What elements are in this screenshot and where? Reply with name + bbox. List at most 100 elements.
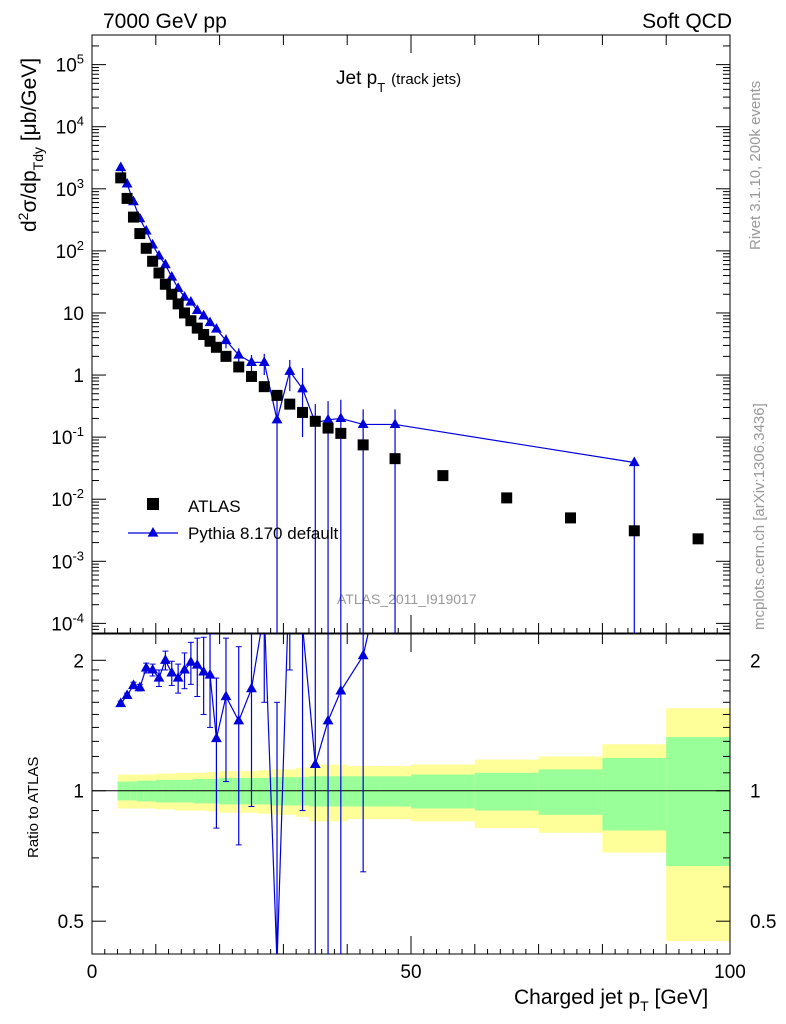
tick-exponent: 3 (77, 176, 84, 191)
header-left: 7000 GeV pp (103, 10, 227, 33)
legend-pythia-marker (147, 527, 159, 537)
tick-base: 10 (56, 118, 77, 139)
ratio-pythia-marker (147, 663, 159, 674)
ratio-pythia-marker (246, 682, 257, 693)
ratio-pythia-marker (191, 659, 203, 669)
tick-exponent: 4 (77, 114, 84, 129)
atlas-marker (297, 406, 309, 418)
atlas-marker (159, 278, 171, 290)
main-y-tick-label: 102 (56, 238, 84, 263)
tick-base: 10 (51, 428, 72, 449)
ratio-y-tick-label: 0.5 (58, 912, 84, 933)
ratio-pythia-marker (357, 649, 369, 660)
atlas-marker (309, 415, 321, 427)
atlas-marker (153, 267, 165, 279)
atlas-marker (284, 398, 296, 410)
atlas-marker (335, 427, 347, 439)
atlas-marker (140, 242, 152, 254)
pythia-marker (357, 418, 369, 429)
ratio-y-tick-label: 2 (73, 651, 84, 672)
tick-exponent: -4 (72, 610, 84, 625)
plot-title-main: Jet p (336, 68, 377, 89)
ratio-pythia-line-continuation (362, 634, 369, 656)
atlas-marker (166, 288, 178, 300)
pythia-marker (121, 177, 133, 188)
atlas-marker (179, 307, 191, 319)
x-tick-label: 0 (87, 962, 98, 983)
legend-atlas-label: ATLAS (188, 497, 241, 516)
pythia-marker (191, 304, 203, 314)
ratio-pythia-marker (179, 663, 190, 674)
tick-base: 10 (51, 552, 72, 573)
pythia-marker (115, 161, 127, 172)
ratio-pythia-marker (134, 681, 146, 692)
pythia-marker (204, 316, 216, 327)
pythia-marker (389, 418, 401, 429)
pythia-marker (271, 413, 283, 424)
ratio-uncertainty-bands (92, 708, 730, 942)
atlas-marker (134, 228, 146, 240)
ratio-pythia-marker (220, 690, 232, 701)
atlas-marker (127, 211, 139, 223)
tick-exponent: -2 (72, 486, 84, 501)
pythia-marker (211, 323, 222, 333)
svg-text:d2σ/dpTdy [μb/GeV]: d2σ/dpTdy [μb/GeV] (15, 58, 46, 232)
atlas-marker (271, 389, 283, 401)
atlas-marker (437, 470, 449, 482)
green-band (538, 769, 603, 815)
atlas-marker (147, 255, 159, 267)
main-y-tick-label: 10-1 (51, 424, 84, 449)
tick-base: 10 (56, 180, 77, 201)
ratio-pythia-marker (272, 957, 283, 967)
plot-title-subscript: T (377, 80, 385, 95)
green-band (411, 774, 476, 809)
tick-exponent: 2 (77, 238, 84, 253)
ratio-pythia-marker (259, 605, 270, 615)
main-y-tick-label: 10-2 (51, 486, 84, 511)
pythia-marker (284, 365, 296, 375)
ratio-pythia-marker (159, 654, 171, 664)
atlas-marker (258, 381, 270, 393)
atlas-marker (357, 439, 369, 451)
green-band (474, 772, 539, 811)
ratio-pythia-marker (185, 656, 197, 666)
pythia-marker (159, 258, 171, 269)
ratio-y-axis-label: Ratio to ATLAS (25, 757, 42, 858)
ratio-y-tick-label: 1 (73, 782, 84, 803)
tick-exponent: 5 (77, 52, 84, 67)
svg-text:Charged jet pT [GeV]: Charged jet pT [GeV] (514, 986, 708, 1014)
pythia-marker (220, 334, 232, 345)
atlas-marker (172, 298, 184, 310)
pythia-marker (628, 456, 640, 467)
tick-base: 10 (56, 242, 77, 263)
ratio-pythia-marker (211, 732, 222, 743)
pythia-marker (166, 270, 178, 281)
pythia-marker (246, 356, 257, 366)
x-axis-label: Charged jet pT [GeV] (514, 986, 708, 1014)
ratio-y-tick-label-right: 0.5 (750, 912, 776, 933)
atlas-marker (246, 370, 257, 382)
ratio-pythia-marker (335, 684, 347, 695)
tick-base: 10 (56, 56, 77, 77)
atlas-marker (220, 350, 232, 362)
legend-atlas-marker (147, 498, 159, 510)
green-band (283, 777, 297, 806)
atlas-marker (204, 335, 216, 347)
ratio-pythia-marker (128, 679, 139, 690)
pythia-marker (185, 296, 197, 306)
pythia-marker (297, 382, 308, 393)
tick-base: 10 (51, 490, 72, 511)
main-y-tick-label: 1 (73, 366, 84, 387)
pythia-line (120, 167, 635, 464)
main-y-tick-label: 10-3 (51, 548, 84, 573)
atlas-marker (233, 361, 245, 373)
side-rivet-label: Rivet 3.1.10, 200k events (747, 81, 764, 250)
atlas-marker (210, 341, 222, 353)
plot-title: Jet pT (track jets) (336, 68, 461, 95)
ratio-pythia-line (120, 634, 364, 954)
x-tick-label: 50 (400, 962, 421, 983)
pythia-marker (198, 309, 210, 320)
ratio-pythia-marker (322, 714, 334, 725)
